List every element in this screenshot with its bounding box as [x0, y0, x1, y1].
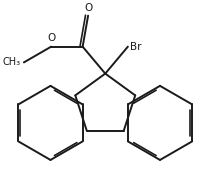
Text: O: O [84, 3, 92, 13]
Text: O: O [47, 34, 55, 44]
Text: CH₃: CH₃ [3, 57, 21, 67]
Text: Br: Br [130, 42, 142, 52]
